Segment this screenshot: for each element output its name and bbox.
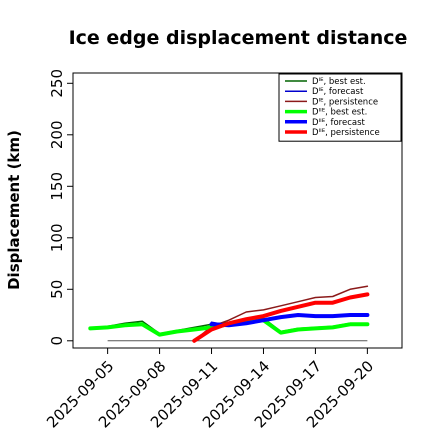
legend-entry-6: Dᴵᴵᴱ, persistence [312, 128, 380, 138]
plot-area [88, 285, 370, 343]
plot-frame [72, 72, 403, 349]
y-tick-label: 50 [48, 280, 66, 299]
series-line-6 [192, 292, 370, 343]
legend-box [278, 73, 402, 142]
y-tick-label: 150 [48, 172, 66, 201]
legend-entry-2: Dᴵᴱ, forecast [312, 87, 364, 97]
legend-entry-5: Dᴵᴵᴱ, forecast [312, 118, 366, 128]
legend-entry-4: Dᴵᴵᴱ, best est. [312, 108, 367, 118]
y-tick-label: 0 [48, 336, 66, 346]
chart-title: Ice edge displacement distance [69, 27, 408, 49]
legend-entry-1: Dᴵᴱ, best est. [312, 77, 366, 87]
y-tick-label: 250 [48, 69, 66, 98]
y-tick-label: 200 [48, 120, 66, 149]
series-line-3 [193, 285, 369, 342]
legend-entry-3: Dᴵᴱ, persistence [312, 97, 378, 107]
series-line-5 [209, 313, 370, 328]
y-tick-label: 100 [48, 223, 66, 252]
y-axis-label: Displacement (km) [5, 130, 23, 290]
